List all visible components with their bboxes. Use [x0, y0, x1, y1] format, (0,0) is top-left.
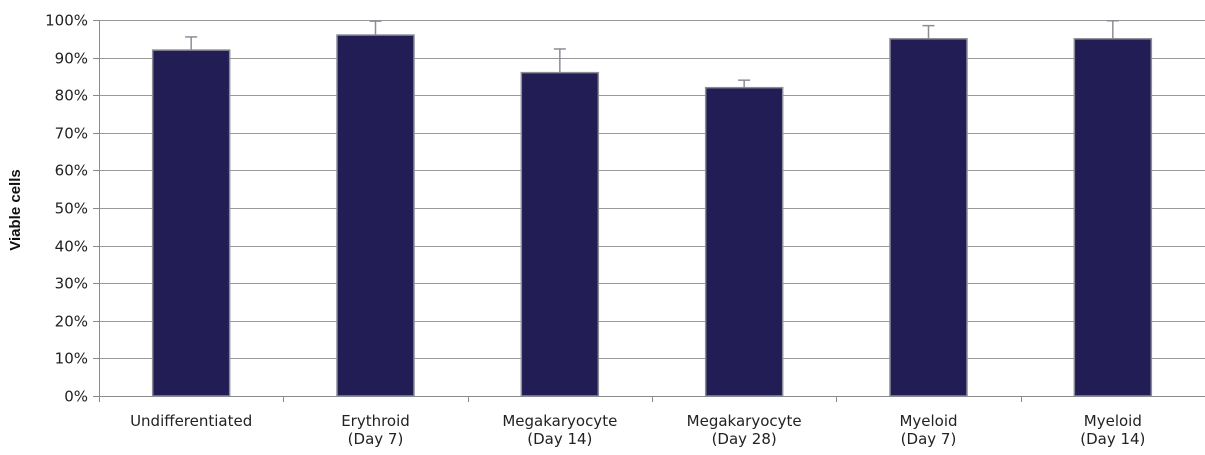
bar	[336, 34, 415, 397]
bar	[704, 86, 784, 397]
bar	[151, 49, 231, 397]
category-label: (Day 28)	[712, 430, 777, 448]
y-axis-title: Viable cells	[7, 169, 24, 250]
y-tick-label: 10%	[55, 350, 88, 368]
category-labels: Undifferentiated Erythroid(Day 7)Megakary…	[130, 412, 1145, 448]
y-tick-label: 20%	[55, 313, 88, 331]
y-tick-label: 40%	[55, 238, 88, 256]
y-tick-labels: 0% 10% 20% 30% 40% 50% 60% 70% 80% 90% 100%	[45, 12, 88, 406]
category-label: Myeloid	[1084, 412, 1142, 430]
y-tick-label: 70%	[55, 125, 88, 143]
category-label: Megakaryocyte	[502, 412, 617, 430]
axes	[93, 20, 1205, 402]
y-tick-label: 0%	[64, 388, 88, 406]
error-bars	[185, 20, 1119, 88]
gridlines	[99, 20, 1205, 359]
y-tick-label: 60%	[55, 162, 88, 180]
bar	[1073, 38, 1153, 397]
y-tick-label: 80%	[55, 87, 88, 105]
category-label: (Day 7)	[901, 430, 957, 448]
y-tick-label: 50%	[55, 200, 88, 218]
category-label: Erythroid	[341, 412, 410, 430]
bar	[889, 38, 968, 397]
y-tick-label: 100%	[45, 12, 88, 30]
category-label: (Day 7)	[348, 430, 404, 448]
category-label: Megakaryocyte	[687, 412, 802, 430]
category-label: (Day 14)	[1080, 430, 1145, 448]
bar	[520, 71, 600, 397]
category-label: Undifferentiated	[130, 412, 252, 430]
y-tick-label: 90%	[55, 50, 88, 68]
y-tick-label: 30%	[55, 275, 88, 293]
bars	[151, 34, 1153, 397]
category-label: Myeloid	[899, 412, 957, 430]
category-label: (Day 14)	[527, 430, 592, 448]
